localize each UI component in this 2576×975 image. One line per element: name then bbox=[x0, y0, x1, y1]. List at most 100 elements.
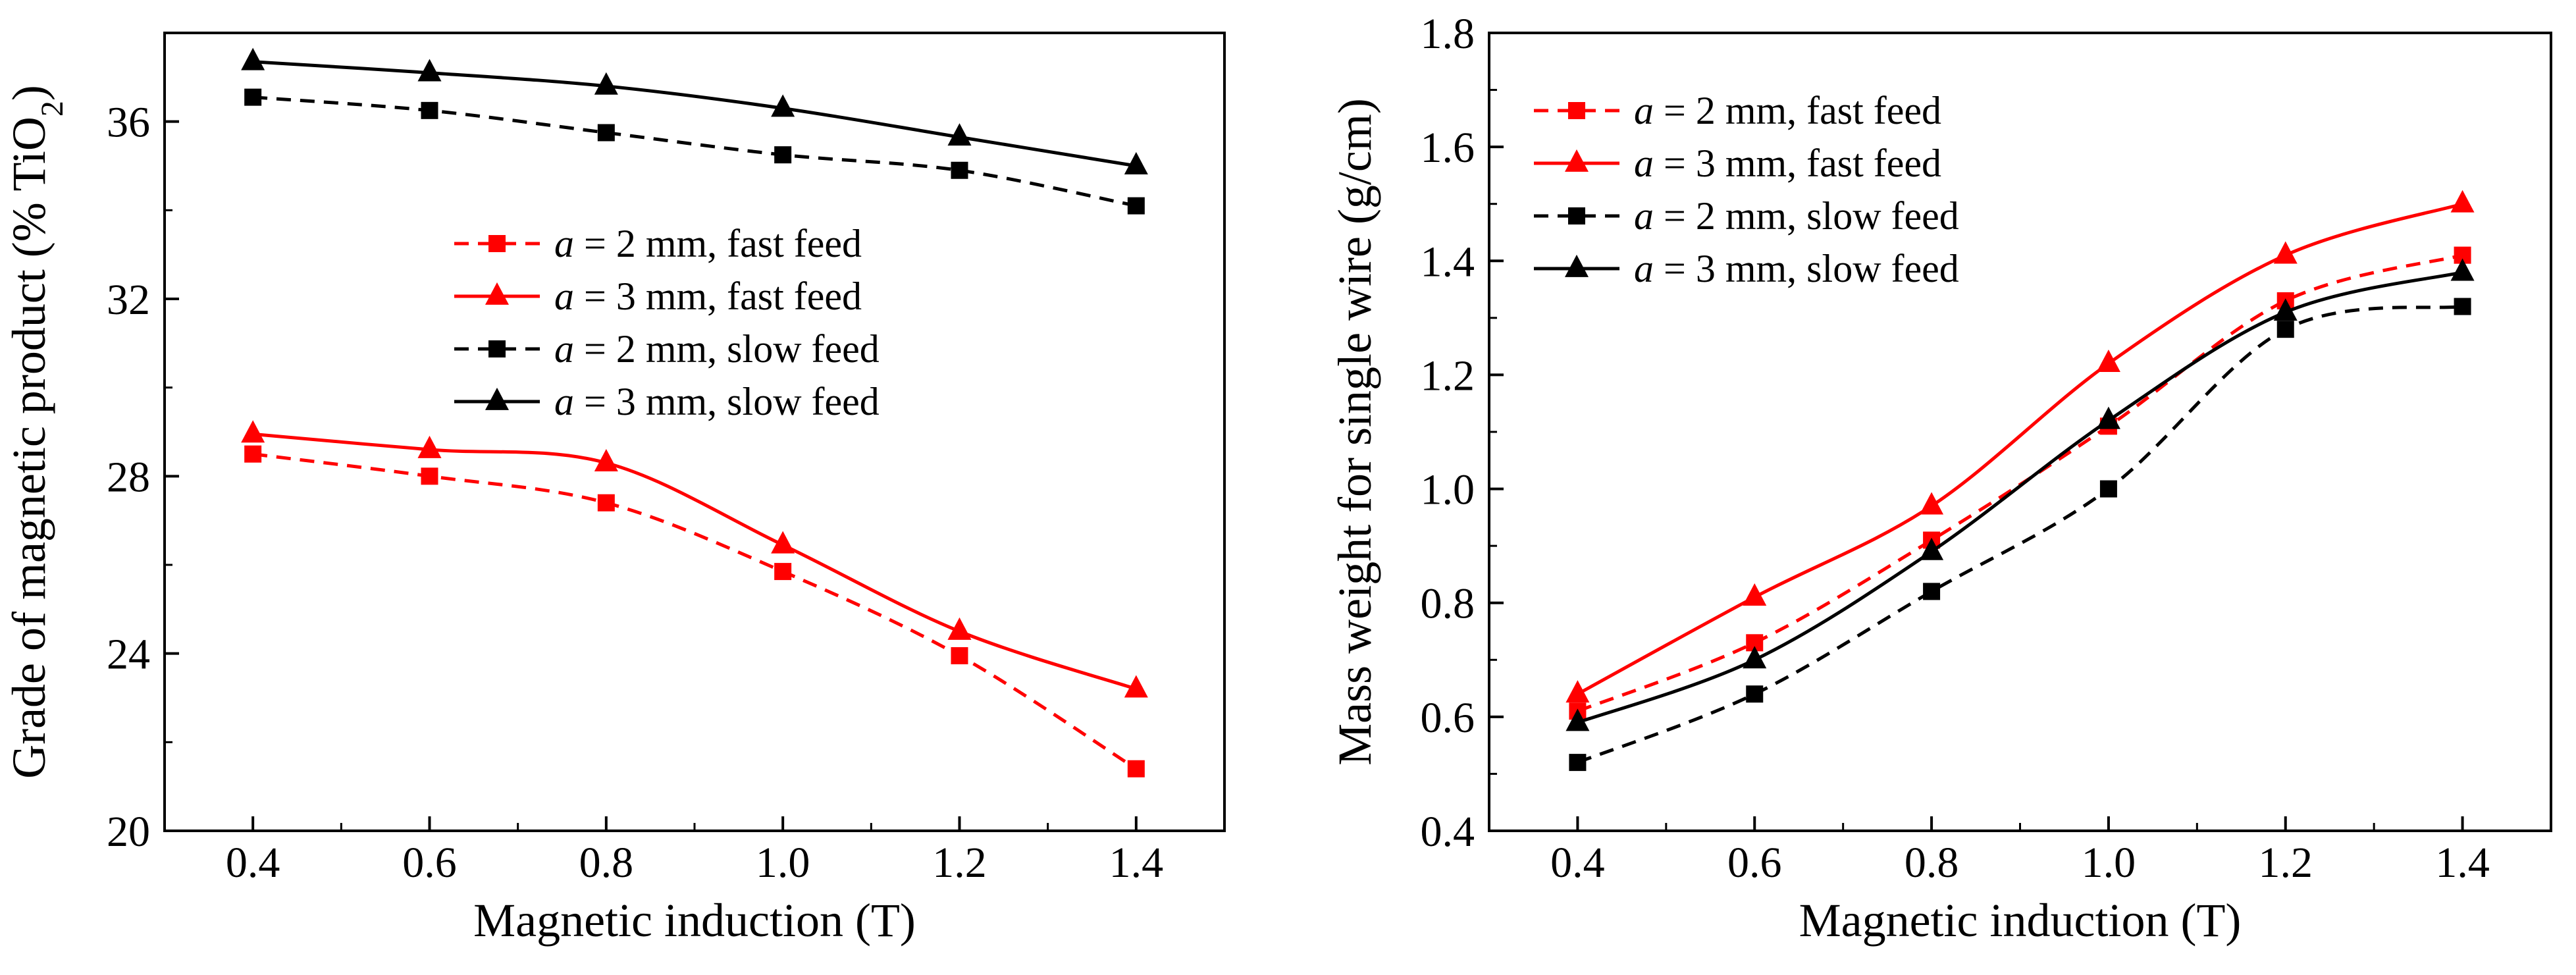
left-series-line bbox=[252, 95, 1137, 208]
left-data-point bbox=[1127, 197, 1145, 215]
right-series-line bbox=[1577, 253, 2463, 713]
right-data-point bbox=[1920, 537, 1944, 560]
left-legend-label: a = 2 mm, slow feed bbox=[554, 327, 880, 371]
left-data-point bbox=[774, 563, 792, 581]
left-legend-label-var: a bbox=[554, 380, 574, 423]
right-legend-label-var: a bbox=[1634, 89, 1654, 132]
left-y-axis-title: Grade of magnetic product (% TiO2) bbox=[3, 85, 70, 779]
left-legend-label-var: a bbox=[554, 275, 574, 318]
right-y-axis-title-part: Mass weight for single wire (g/cm) bbox=[1328, 98, 1381, 766]
left-data-point bbox=[771, 94, 795, 117]
right-y-axis-title: Mass weight for single wire (g/cm) bbox=[1328, 98, 1381, 766]
left-data-point bbox=[1124, 151, 1148, 174]
left-series-line bbox=[252, 452, 1138, 770]
right-y-tick-label: 1.2 bbox=[1421, 352, 1475, 400]
left-x-tick-label: 0.4 bbox=[226, 839, 280, 887]
left-legend-label: a = 3 mm, slow feed bbox=[554, 380, 880, 423]
right-series-1 bbox=[1565, 190, 2475, 703]
left-y-axis-title-part: Grade of magnetic product (% TiO bbox=[3, 117, 55, 779]
left-data-point bbox=[947, 617, 972, 640]
right-data-point bbox=[1743, 646, 1767, 669]
left-data-point bbox=[421, 101, 438, 119]
left-y-tick-label: 32 bbox=[107, 276, 150, 324]
left-legend-marker bbox=[485, 387, 509, 410]
left-x-tick-label: 0.8 bbox=[579, 839, 634, 887]
right-legend-marker bbox=[1568, 102, 1585, 119]
left-legend-label: a = 3 mm, fast feed bbox=[554, 275, 862, 318]
left-legend-label: a = 2 mm, fast feed bbox=[554, 222, 862, 265]
right-data-point bbox=[2454, 298, 2471, 315]
right-series-2 bbox=[1569, 298, 2471, 772]
right-x-tick-label: 0.8 bbox=[1905, 839, 1959, 887]
right-data-point bbox=[2450, 258, 2475, 281]
right-series-line bbox=[1577, 202, 2463, 696]
right-legend-label-var: a bbox=[1634, 247, 1654, 290]
left-data-point bbox=[241, 47, 265, 70]
left-series-3 bbox=[241, 47, 1148, 174]
right-x-tick-label: 1.2 bbox=[2259, 839, 2313, 887]
left-legend-label-text: = 2 mm, slow feed bbox=[574, 327, 880, 371]
right-x-tick-label: 0.4 bbox=[1550, 839, 1605, 887]
left-data-point bbox=[1127, 760, 1145, 777]
right-data-point bbox=[1569, 754, 1587, 772]
right-series-3 bbox=[1565, 258, 2475, 731]
right-data-point bbox=[2450, 190, 2475, 213]
right-data-point bbox=[1743, 583, 1767, 606]
right-legend-label: a = 3 mm, slow feed bbox=[1634, 247, 1959, 290]
right-data-point bbox=[2273, 241, 2298, 264]
right-series-line bbox=[1577, 271, 2463, 724]
left-data-point bbox=[244, 88, 262, 106]
left-data-point bbox=[774, 146, 792, 164]
right-y-tick-label: 1.8 bbox=[1421, 10, 1475, 58]
right-legend-label-text: = 2 mm, slow feed bbox=[1654, 194, 1959, 238]
left-data-point bbox=[417, 59, 442, 82]
left-legend-label-text: = 3 mm, fast feed bbox=[574, 275, 862, 318]
left-y-tick-label: 24 bbox=[107, 631, 150, 679]
right-x-axis-title: Magnetic induction (T) bbox=[1799, 894, 2242, 947]
left-data-point bbox=[244, 445, 262, 463]
right-x-tick-label: 1.4 bbox=[2435, 839, 2490, 887]
left-series-0 bbox=[244, 445, 1145, 777]
left-legend-label-text: = 3 mm, slow feed bbox=[574, 380, 880, 423]
left-data-point bbox=[597, 124, 615, 142]
left-legend-marker bbox=[488, 235, 506, 252]
left-y-axis-title-part: ) bbox=[3, 85, 55, 101]
right-series-0 bbox=[1569, 246, 2471, 720]
right-x-tick-label: 0.6 bbox=[1727, 839, 1782, 887]
left-y-tick-label: 20 bbox=[107, 808, 150, 856]
left-data-point bbox=[594, 449, 618, 472]
right-data-point bbox=[2273, 298, 2298, 321]
left-series-2 bbox=[244, 88, 1145, 215]
right-legend-marker bbox=[1568, 207, 1585, 224]
right-data-point bbox=[1923, 583, 1941, 600]
left-chart: 0.4 0.6 0.8 1.0 1.2 1.4 20 24 28 32 36 Magnetic ind… bbox=[3, 32, 1226, 947]
left-x-tick-label: 0.6 bbox=[402, 839, 457, 887]
left-series-1 bbox=[241, 420, 1148, 698]
right-data-point bbox=[1565, 708, 1590, 731]
right-x-tick-label: 1.0 bbox=[2082, 839, 2136, 887]
right-chart: 0.4 0.6 0.8 1.0 1.2 1.4 0.4 0.6 0.8 1.0 1.2 1.4 1.6 1… bbox=[1328, 10, 2552, 947]
right-y-tick-label: 1.0 bbox=[1421, 466, 1475, 514]
left-data-point bbox=[951, 161, 968, 179]
left-legend-marker bbox=[485, 282, 509, 305]
right-legend-label-var: a bbox=[1634, 142, 1654, 185]
left-x-tick-label: 1.0 bbox=[756, 839, 810, 887]
right-legend-label: a = 2 mm, fast feed bbox=[1634, 89, 1941, 132]
left-x-tick-label: 1.4 bbox=[1109, 839, 1164, 887]
left-legend-label-text: = 2 mm, fast feed bbox=[574, 222, 862, 265]
right-legend-marker bbox=[1565, 149, 1589, 172]
left-series-line bbox=[252, 432, 1137, 691]
left-data-point bbox=[771, 531, 795, 554]
left-x-tick-label: 1.2 bbox=[932, 839, 987, 887]
left-data-point bbox=[597, 494, 615, 512]
right-y-tick-label: 0.8 bbox=[1421, 580, 1475, 628]
left-y-axis-title-subscript: 2 bbox=[35, 101, 70, 117]
right-y-tick-label: 1.6 bbox=[1421, 124, 1475, 172]
left-series-line bbox=[253, 60, 1137, 168]
right-y-tick-label: 0.6 bbox=[1421, 694, 1475, 742]
right-y-tick-label: 0.4 bbox=[1421, 808, 1475, 856]
right-legend-label-var: a bbox=[1634, 194, 1654, 238]
